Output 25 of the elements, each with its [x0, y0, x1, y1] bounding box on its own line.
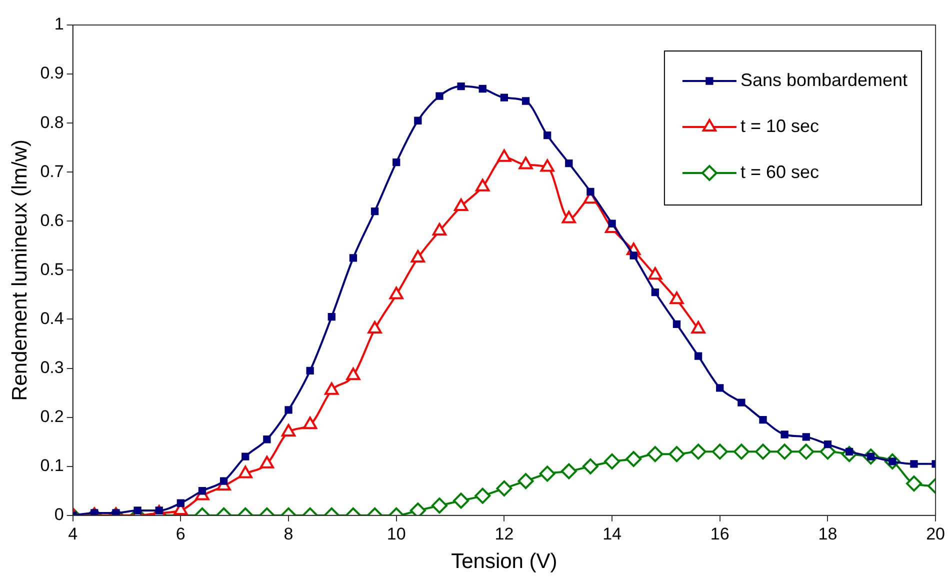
y-tick-label: 0.2: [40, 407, 64, 426]
legend-label: t = 10 sec: [740, 116, 820, 136]
y-tick-label: 0.3: [40, 358, 64, 377]
y-tick-label: 0.4: [40, 308, 64, 328]
y-axis-title: Rendement lumineux (lm/w): [8, 139, 32, 401]
x-tick-label: 12: [494, 524, 514, 544]
legend-label: Sans bombardement: [740, 70, 908, 90]
x-axis-title: Tension (V): [451, 550, 558, 574]
x-tick-label: 20: [926, 524, 946, 544]
x-tick-label: 10: [386, 524, 406, 544]
x-tick-label: 14: [602, 524, 622, 544]
x-tick-label: 18: [818, 524, 838, 544]
x-tick-label: 8: [284, 524, 294, 544]
x-tick-label: 16: [710, 524, 730, 544]
y-tick-label: 0.7: [40, 162, 64, 181]
legend-label: t = 60 sec: [740, 162, 820, 182]
y-tick-label: 0.1: [40, 456, 64, 476]
y-tick-label: 1: [54, 14, 64, 34]
y-tick-label: 0: [54, 505, 64, 524]
x-tick-label: 6: [176, 524, 186, 544]
y-tick-label: 0.5: [40, 260, 64, 279]
y-tick-label: 0.9: [40, 64, 64, 83]
x-tick-label: 4: [68, 524, 78, 544]
y-tick-label: 0.8: [40, 112, 64, 132]
y-tick-label: 0.6: [40, 210, 64, 230]
